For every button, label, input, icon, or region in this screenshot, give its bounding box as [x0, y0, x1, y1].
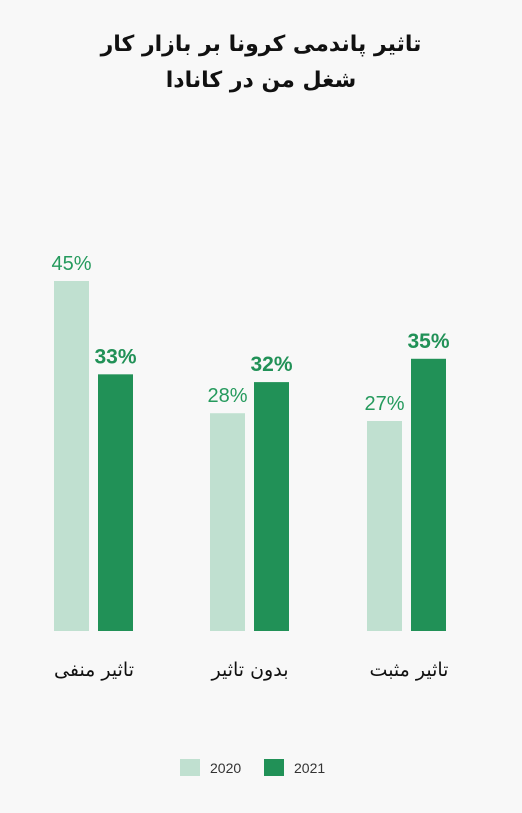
legend-swatch-2021 — [264, 759, 284, 776]
bar-value-labels: 45% 33% 28%32% 27% 35% — [51, 253, 449, 415]
bar-2021-2 — [254, 382, 289, 631]
value-label-2021-1: 33% — [94, 345, 136, 368]
legend-label-2021: 2021 — [294, 760, 325, 776]
value-label-2020-2: 28% — [207, 385, 247, 407]
bar-2020-1 — [54, 281, 89, 631]
chart-title-line-1: تاثیر پاندمی کرونا بر بازار کار — [100, 32, 422, 57]
bar-2021-1 — [98, 374, 133, 631]
value-label-2020-3: 27% — [364, 393, 404, 415]
bar-2021-3 — [411, 358, 446, 631]
legend-swatch-2020 — [180, 759, 200, 776]
bar-2020-2 — [210, 413, 245, 631]
category-label: تاثیر مثبت — [370, 659, 449, 681]
chart-title-line-2: شغل من در کانادا — [166, 68, 356, 93]
value-label-2020-1: 45% — [51, 253, 91, 275]
bar-2020-3 — [367, 421, 402, 631]
category-label: بدون تاثیر — [210, 659, 288, 681]
value-label-2021-2: 32% — [250, 353, 292, 376]
legend-label-2020: 2020 — [210, 760, 241, 776]
category-label: تاثیر منفی — [54, 659, 134, 681]
value-label-2021-3: 35% — [407, 330, 449, 353]
bars-group — [54, 281, 446, 631]
legend: 2020 2021 — [180, 759, 325, 776]
